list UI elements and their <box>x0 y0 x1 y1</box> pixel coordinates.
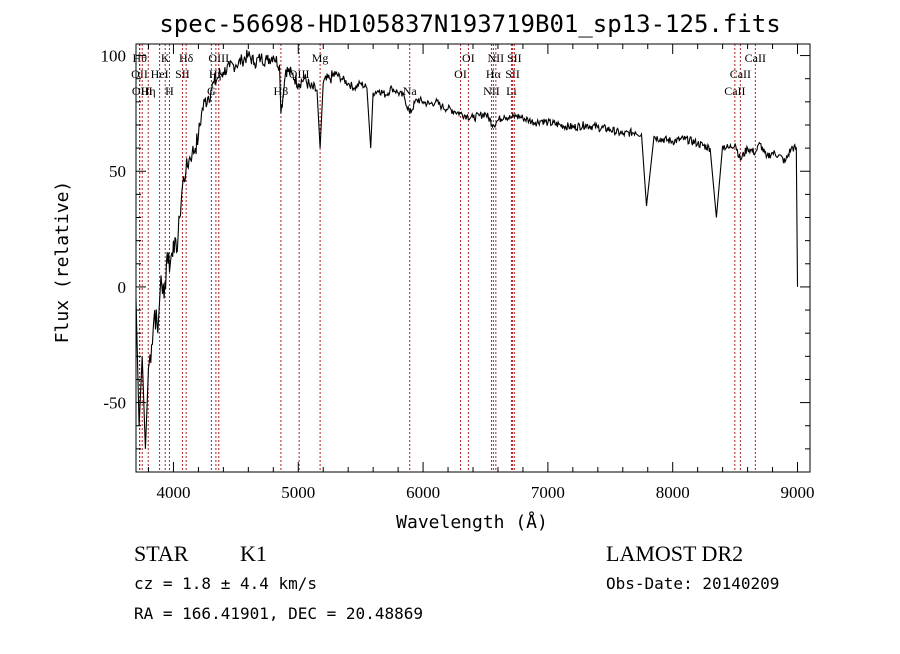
spectral-line-label: Mg <box>312 51 329 65</box>
spectrum-series-line <box>135 49 799 449</box>
x-tick-label: 4000 <box>156 483 190 502</box>
spectral-line-label: NII <box>483 84 500 98</box>
spectral-line-label: Hα <box>486 67 502 81</box>
spectral-line-markers: HθOIIOIIIHηHeIKHSIIHδGHγOIIIHβOIIIMgNaOI… <box>131 44 766 472</box>
spectral-line-label: SII <box>505 67 520 81</box>
axis-ticks: 4000 5000 6000 7000 8000 9000 -50 0 50 100 <box>101 44 815 502</box>
x-tick-label: 6000 <box>406 483 440 502</box>
spectral-line-label: OII <box>131 67 148 81</box>
x-tick-label: 8000 <box>656 483 690 502</box>
spectral-line-label: Na <box>403 84 418 98</box>
spectral-line-label: H <box>165 84 174 98</box>
spectral-line-label: CaII <box>724 84 745 98</box>
spectral-line-label: OI <box>454 67 467 81</box>
chart-title: spec-56698-HD105837N193719B01_sp13-125.f… <box>159 10 780 38</box>
spectral-line-label: SII <box>175 67 190 81</box>
spectral-line-label: OIII <box>208 51 229 65</box>
spectral-line-label: OI <box>462 51 475 65</box>
y-tick-label: -50 <box>103 394 126 413</box>
spectral-line-label: G <box>207 84 216 98</box>
spectral-line-label: Li <box>506 84 517 98</box>
spectral-line-label: K <box>161 51 170 65</box>
object-subclass: K1 <box>240 541 267 566</box>
spectral-line-label: CaII <box>730 67 751 81</box>
y-axis-label: Flux (relative) <box>52 181 73 344</box>
x-tick-label: 7000 <box>531 483 565 502</box>
coordinates-text: RA = 166.41901, DEC = 20.48869 <box>134 604 423 623</box>
object-class: STAR <box>134 541 189 566</box>
y-tick-label: 100 <box>101 47 127 66</box>
x-tick-label: 9000 <box>781 483 815 502</box>
y-tick-label: 50 <box>109 162 126 181</box>
x-axis-label: Wavelength (Å) <box>396 511 548 533</box>
spectral-line-label: HeI <box>151 67 169 81</box>
spectral-line-label: NII <box>488 51 505 65</box>
spectral-line-label: SII <box>507 51 522 65</box>
survey-label: LAMOST DR2 <box>606 541 743 566</box>
observation-date: Obs-Date: 20140209 <box>606 574 779 593</box>
y-tick-label: 0 <box>118 278 127 297</box>
x-tick-label: 5000 <box>281 483 315 502</box>
redshift-text: cz = 1.8 ± 4.4 km/s <box>134 574 317 593</box>
plot-frame <box>135 43 811 473</box>
spectral-line-label: Hδ <box>179 51 194 65</box>
spectral-line-label: Hη <box>141 84 156 98</box>
spectral-line-label: OIII <box>132 84 153 98</box>
spectral-line-label: CaII <box>745 51 766 65</box>
